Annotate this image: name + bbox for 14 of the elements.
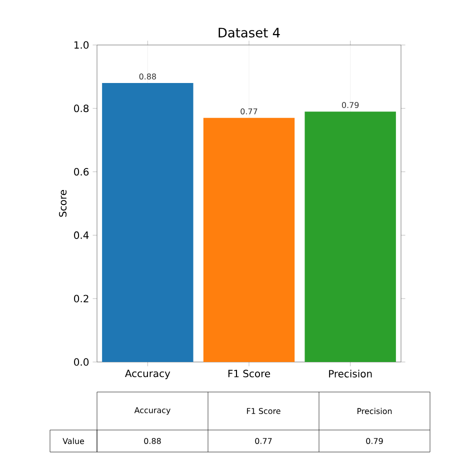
x-tick-label: Precision: [329, 370, 372, 378]
x-tick-label: Accuracy: [125, 370, 170, 380]
bar: [102, 83, 194, 362]
chart-title: Dataset 4: [218, 28, 280, 38]
y-tick-label: 0.8: [74, 104, 89, 112]
y-tick-label: 0.4: [74, 231, 89, 239]
y-tick-label: 0.2: [74, 294, 88, 302]
y-tick-label: 0.6: [74, 168, 89, 176]
x-tick-label: F1 Score: [228, 370, 270, 378]
y-axis-title: Score: [58, 190, 67, 217]
bar: [203, 118, 295, 362]
bar: [304, 112, 396, 362]
y-tick-label: 1.0: [74, 41, 89, 49]
y-tick-label: 0.0: [74, 358, 89, 366]
